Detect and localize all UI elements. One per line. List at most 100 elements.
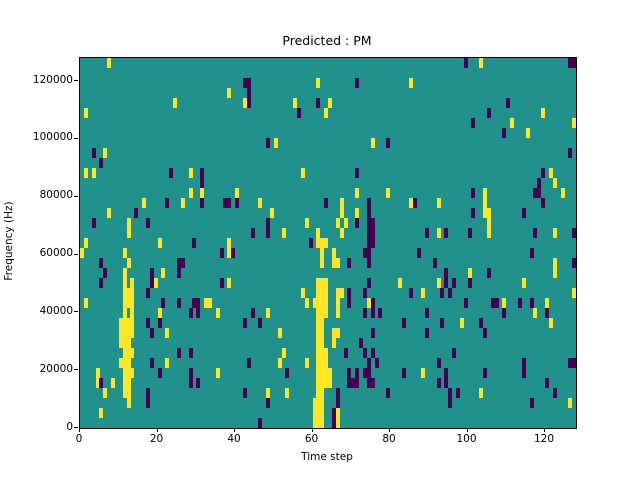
- heatmap-cell-yellow: [316, 78, 321, 88]
- heatmap-cell-purple: [196, 378, 201, 388]
- heatmap-cell-purple: [266, 398, 270, 408]
- heatmap-cell-purple: [463, 298, 468, 308]
- heatmap-cell-yellow: [83, 238, 88, 248]
- heatmap-cell-yellow: [126, 358, 131, 368]
- heatmap-cell-purple: [413, 198, 418, 208]
- y-tick-label: 80000: [39, 189, 73, 202]
- heatmap-cell-purple: [242, 388, 247, 398]
- heatmap-cell-purple: [436, 358, 441, 368]
- heatmap-cell-yellow: [316, 278, 321, 288]
- heatmap-cell-yellow: [328, 378, 332, 388]
- heatmap-cell-purple: [552, 388, 557, 398]
- heatmap-cell-yellow: [316, 408, 321, 418]
- heatmap-cell-purple: [366, 358, 371, 368]
- heatmap-cell-purple: [370, 308, 375, 318]
- heatmap-cell-purple: [169, 168, 174, 178]
- heatmap-cell-purple: [355, 378, 360, 388]
- heatmap-cell-purple: [444, 228, 449, 238]
- heatmap-cell-purple: [149, 328, 154, 338]
- heatmap-cell-purple: [335, 388, 340, 398]
- heatmap-cell-yellow: [316, 368, 321, 378]
- heatmap-cell-yellow: [552, 268, 557, 278]
- heatmap-cell-purple: [351, 378, 356, 388]
- heatmap-cell-purple: [506, 98, 511, 108]
- y-tick-label: 120000: [32, 73, 73, 86]
- heatmap-cell-purple: [568, 358, 573, 368]
- heatmap-cell-purple: [572, 258, 576, 268]
- heatmap-cell-yellow: [130, 368, 135, 378]
- y-tick-label: 0: [66, 420, 73, 433]
- heatmap-cell-purple: [366, 208, 371, 218]
- heatmap-cell-purple: [424, 228, 429, 238]
- heatmap-cell-purple: [176, 268, 181, 278]
- heatmap-cell-yellow: [235, 188, 239, 198]
- heatmap-cell-purple: [545, 378, 549, 388]
- heatmap-cell-yellow: [370, 138, 375, 148]
- heatmap-cell-yellow: [126, 218, 131, 228]
- heatmap-cell-yellow: [258, 198, 263, 208]
- heatmap-cell-purple: [370, 238, 375, 248]
- y-tick-mark: [74, 195, 78, 197]
- heatmap-cell-yellow: [200, 188, 205, 198]
- heatmap-cell-yellow: [122, 278, 127, 288]
- heatmap-cell-yellow: [111, 378, 115, 388]
- heatmap-cell-yellow: [107, 58, 112, 68]
- heatmap-cell-purple: [200, 198, 205, 208]
- heatmap-cell-yellow: [568, 398, 573, 408]
- heatmap-cell-yellow: [421, 368, 425, 378]
- heatmap-cell-yellow: [107, 208, 112, 218]
- heatmap-cell-purple: [568, 58, 573, 68]
- heatmap-cell-purple: [448, 288, 453, 298]
- heatmap-cell-yellow: [153, 278, 158, 288]
- y-tick-mark: [74, 137, 78, 139]
- heatmap-cell-purple: [134, 208, 139, 218]
- heatmap-cell-yellow: [118, 358, 123, 368]
- heatmap-cell-yellow: [293, 98, 298, 108]
- heatmap-cell-yellow: [320, 358, 325, 368]
- heatmap-cell-yellow: [320, 248, 325, 258]
- heatmap-cell-purple: [370, 298, 375, 308]
- heatmap-cell-yellow: [130, 318, 135, 328]
- heatmap-cell-purple: [362, 348, 367, 358]
- heatmap-cell-yellow: [165, 328, 170, 338]
- heatmap-cell-purple: [308, 238, 313, 248]
- heatmap-cell-yellow: [95, 378, 100, 388]
- heatmap-cell-purple: [440, 288, 445, 298]
- heatmap-cell-purple: [533, 228, 538, 238]
- heatmap-cell-yellow: [339, 288, 344, 298]
- heatmap-cell-purple: [200, 168, 205, 178]
- heatmap-cell-purple: [409, 288, 414, 298]
- heatmap-cell-yellow: [552, 258, 557, 268]
- heatmap-cell-yellow: [122, 338, 127, 348]
- heatmap-cell-purple: [502, 308, 507, 318]
- y-axis-label: Frequency (Hz): [3, 201, 15, 281]
- heatmap-cell-yellow: [83, 168, 88, 178]
- heatmap-cell-yellow: [409, 198, 414, 208]
- heatmap-cell-purple: [444, 368, 449, 378]
- heatmap-cell-yellow: [304, 358, 309, 368]
- heatmap-cell-yellow: [486, 228, 491, 238]
- heatmap-cell-yellow: [316, 298, 321, 308]
- x-tick-label: 80: [382, 433, 396, 445]
- heatmap-cell-purple: [467, 278, 472, 288]
- heatmap-cell-purple: [452, 348, 456, 358]
- heatmap-cell-yellow: [118, 338, 123, 348]
- heatmap-cell-yellow: [324, 298, 329, 308]
- heatmap-cell-yellow: [386, 188, 391, 198]
- heatmap-cell-yellow: [483, 208, 487, 218]
- heatmap-cell-yellow: [215, 308, 220, 318]
- heatmap-cell-purple: [362, 288, 367, 298]
- heatmap-cell-purple: [145, 318, 150, 328]
- heatmap-cell-purple: [176, 298, 181, 308]
- heatmap-cell-yellow: [130, 348, 135, 358]
- heatmap-cell-yellow: [572, 288, 576, 298]
- heatmap-cell-purple: [463, 58, 468, 68]
- heatmap-cell-yellow: [118, 328, 123, 338]
- heatmap-cell-yellow: [316, 388, 321, 398]
- heatmap-cell-yellow: [281, 228, 286, 238]
- x-tick-mark: [466, 428, 468, 432]
- heatmap-cell-yellow: [320, 348, 325, 358]
- y-tick-mark: [74, 427, 78, 428]
- heatmap-cell-purple: [347, 298, 352, 308]
